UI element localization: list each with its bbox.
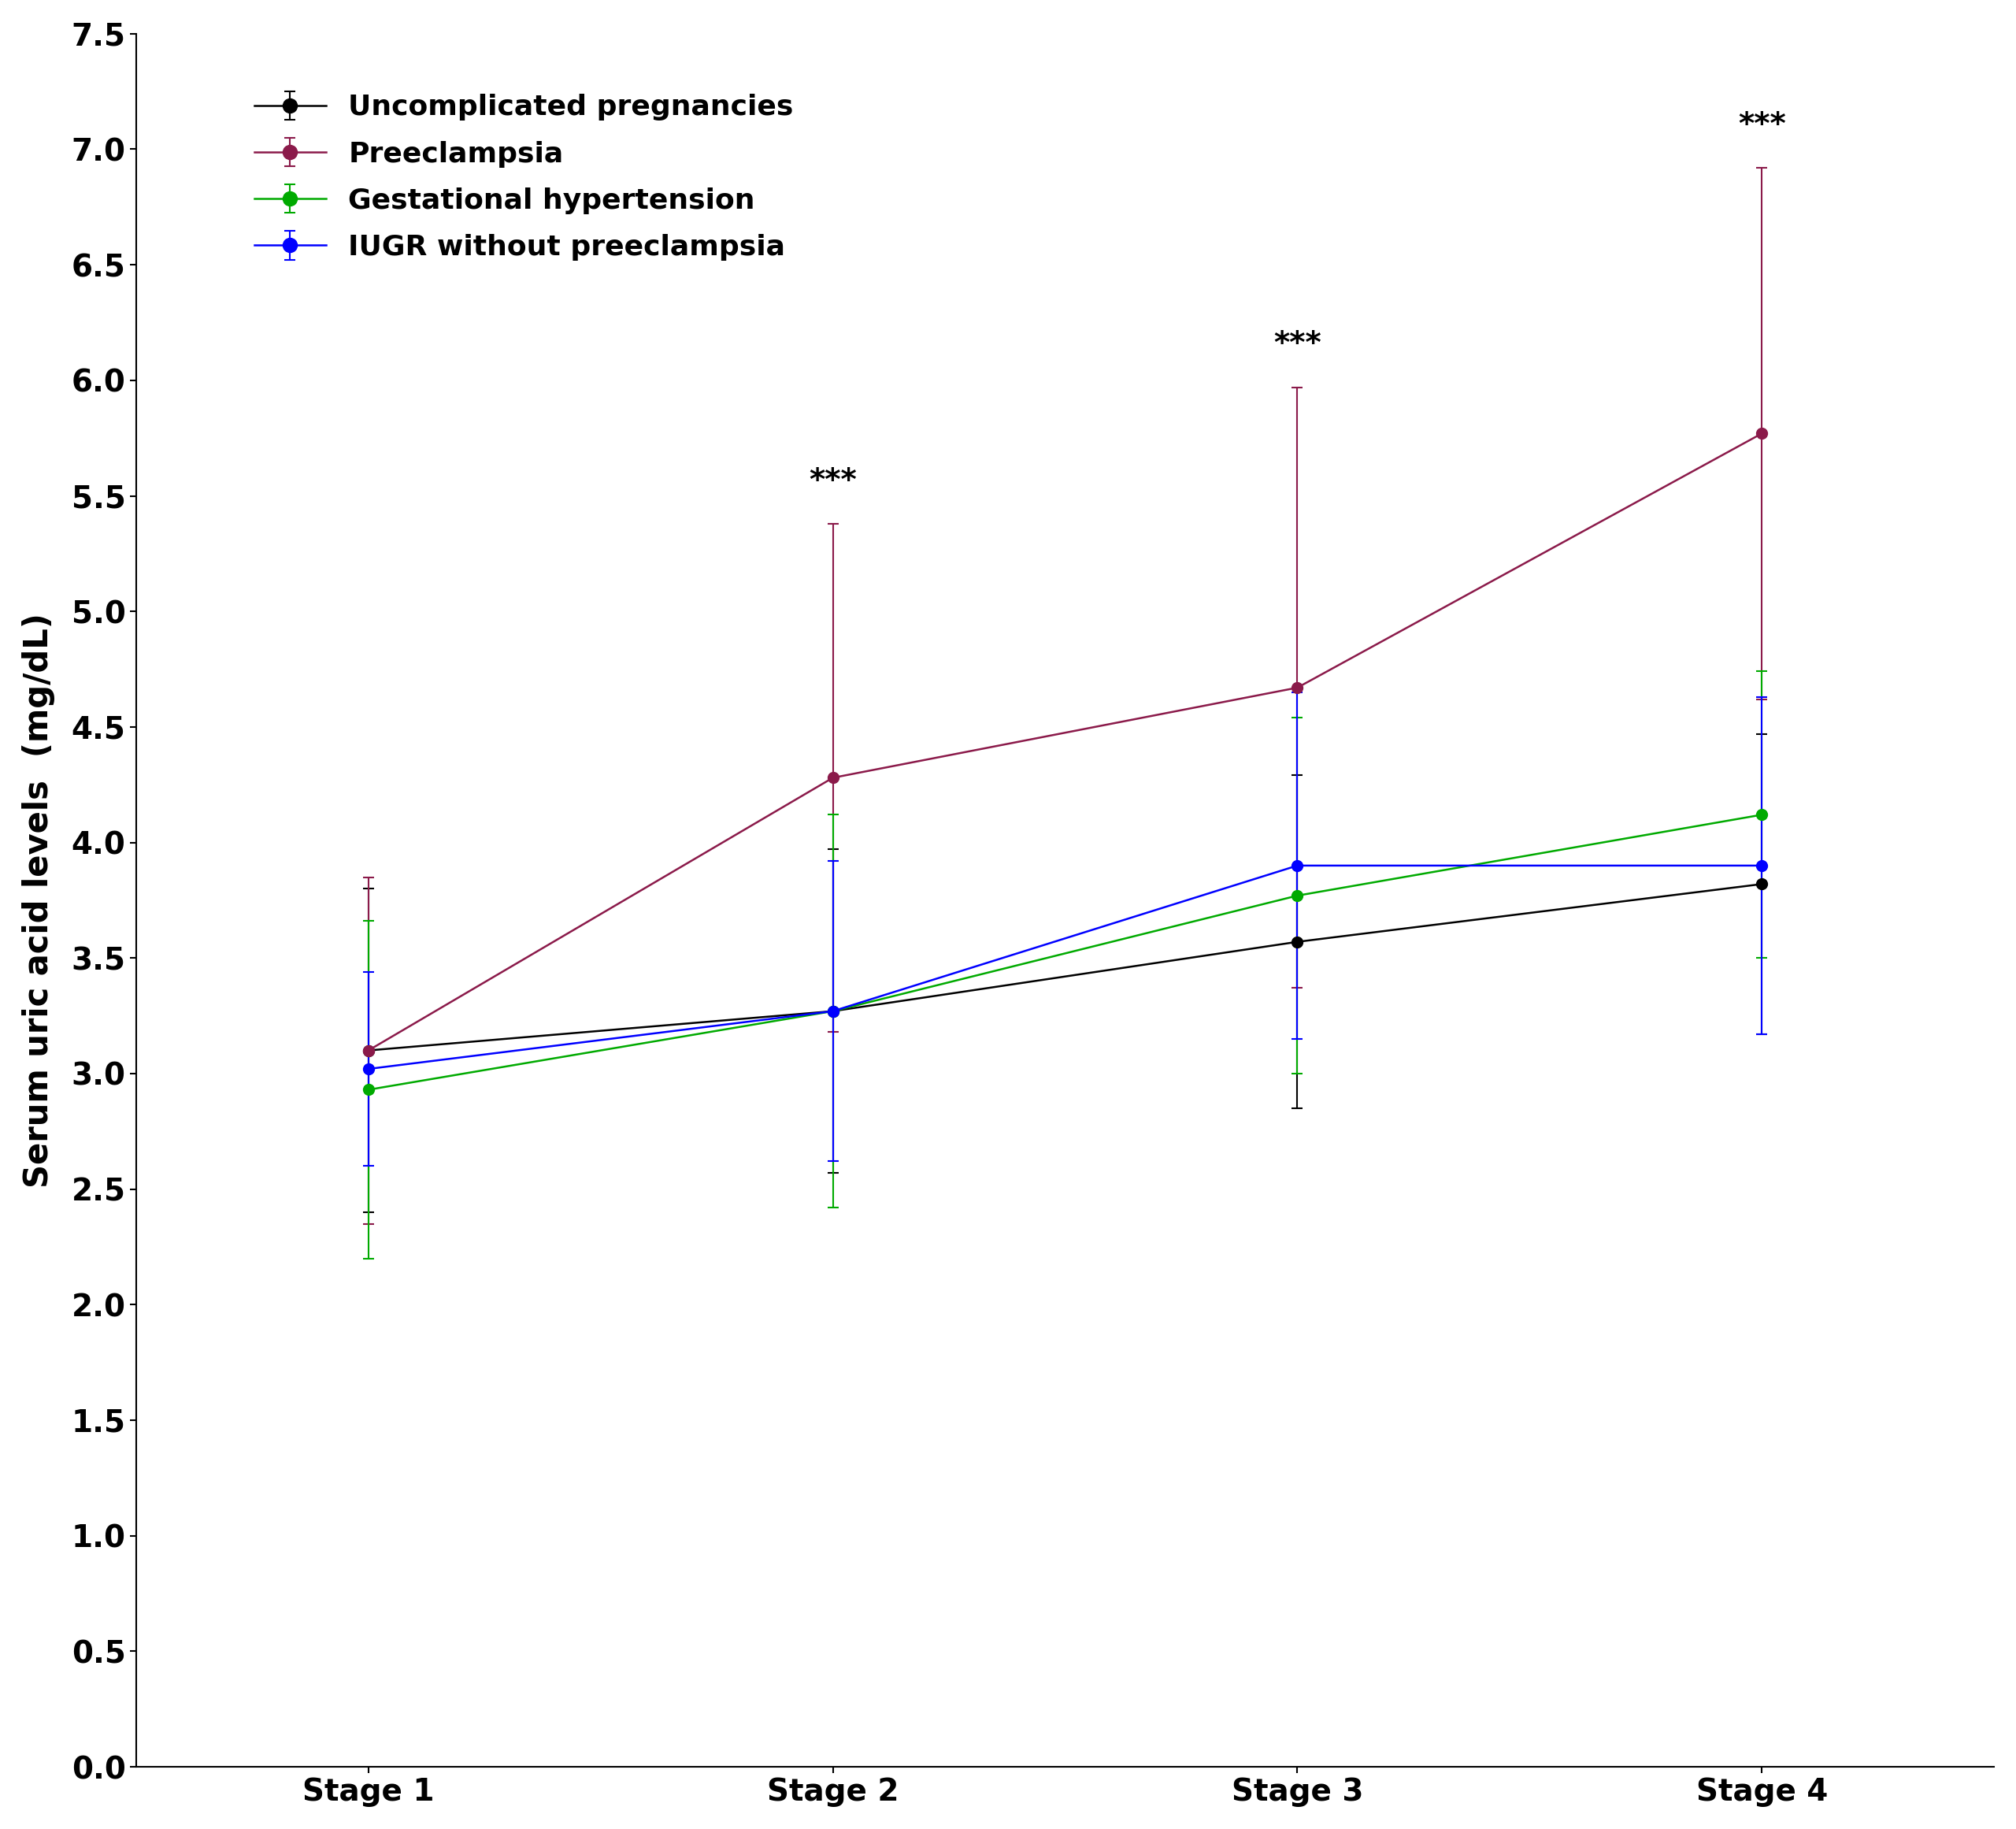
Y-axis label: Serum uric acid levels  (mg/dL): Serum uric acid levels (mg/dL): [22, 613, 54, 1187]
Text: ***: ***: [1738, 110, 1786, 141]
Text: ***: ***: [1274, 329, 1320, 360]
Legend: Uncomplicated pregnancies, Preeclampsia, Gestational hypertension, IUGR without : Uncomplicated pregnancies, Preeclampsia,…: [244, 82, 804, 273]
Text: ***: ***: [808, 466, 857, 496]
